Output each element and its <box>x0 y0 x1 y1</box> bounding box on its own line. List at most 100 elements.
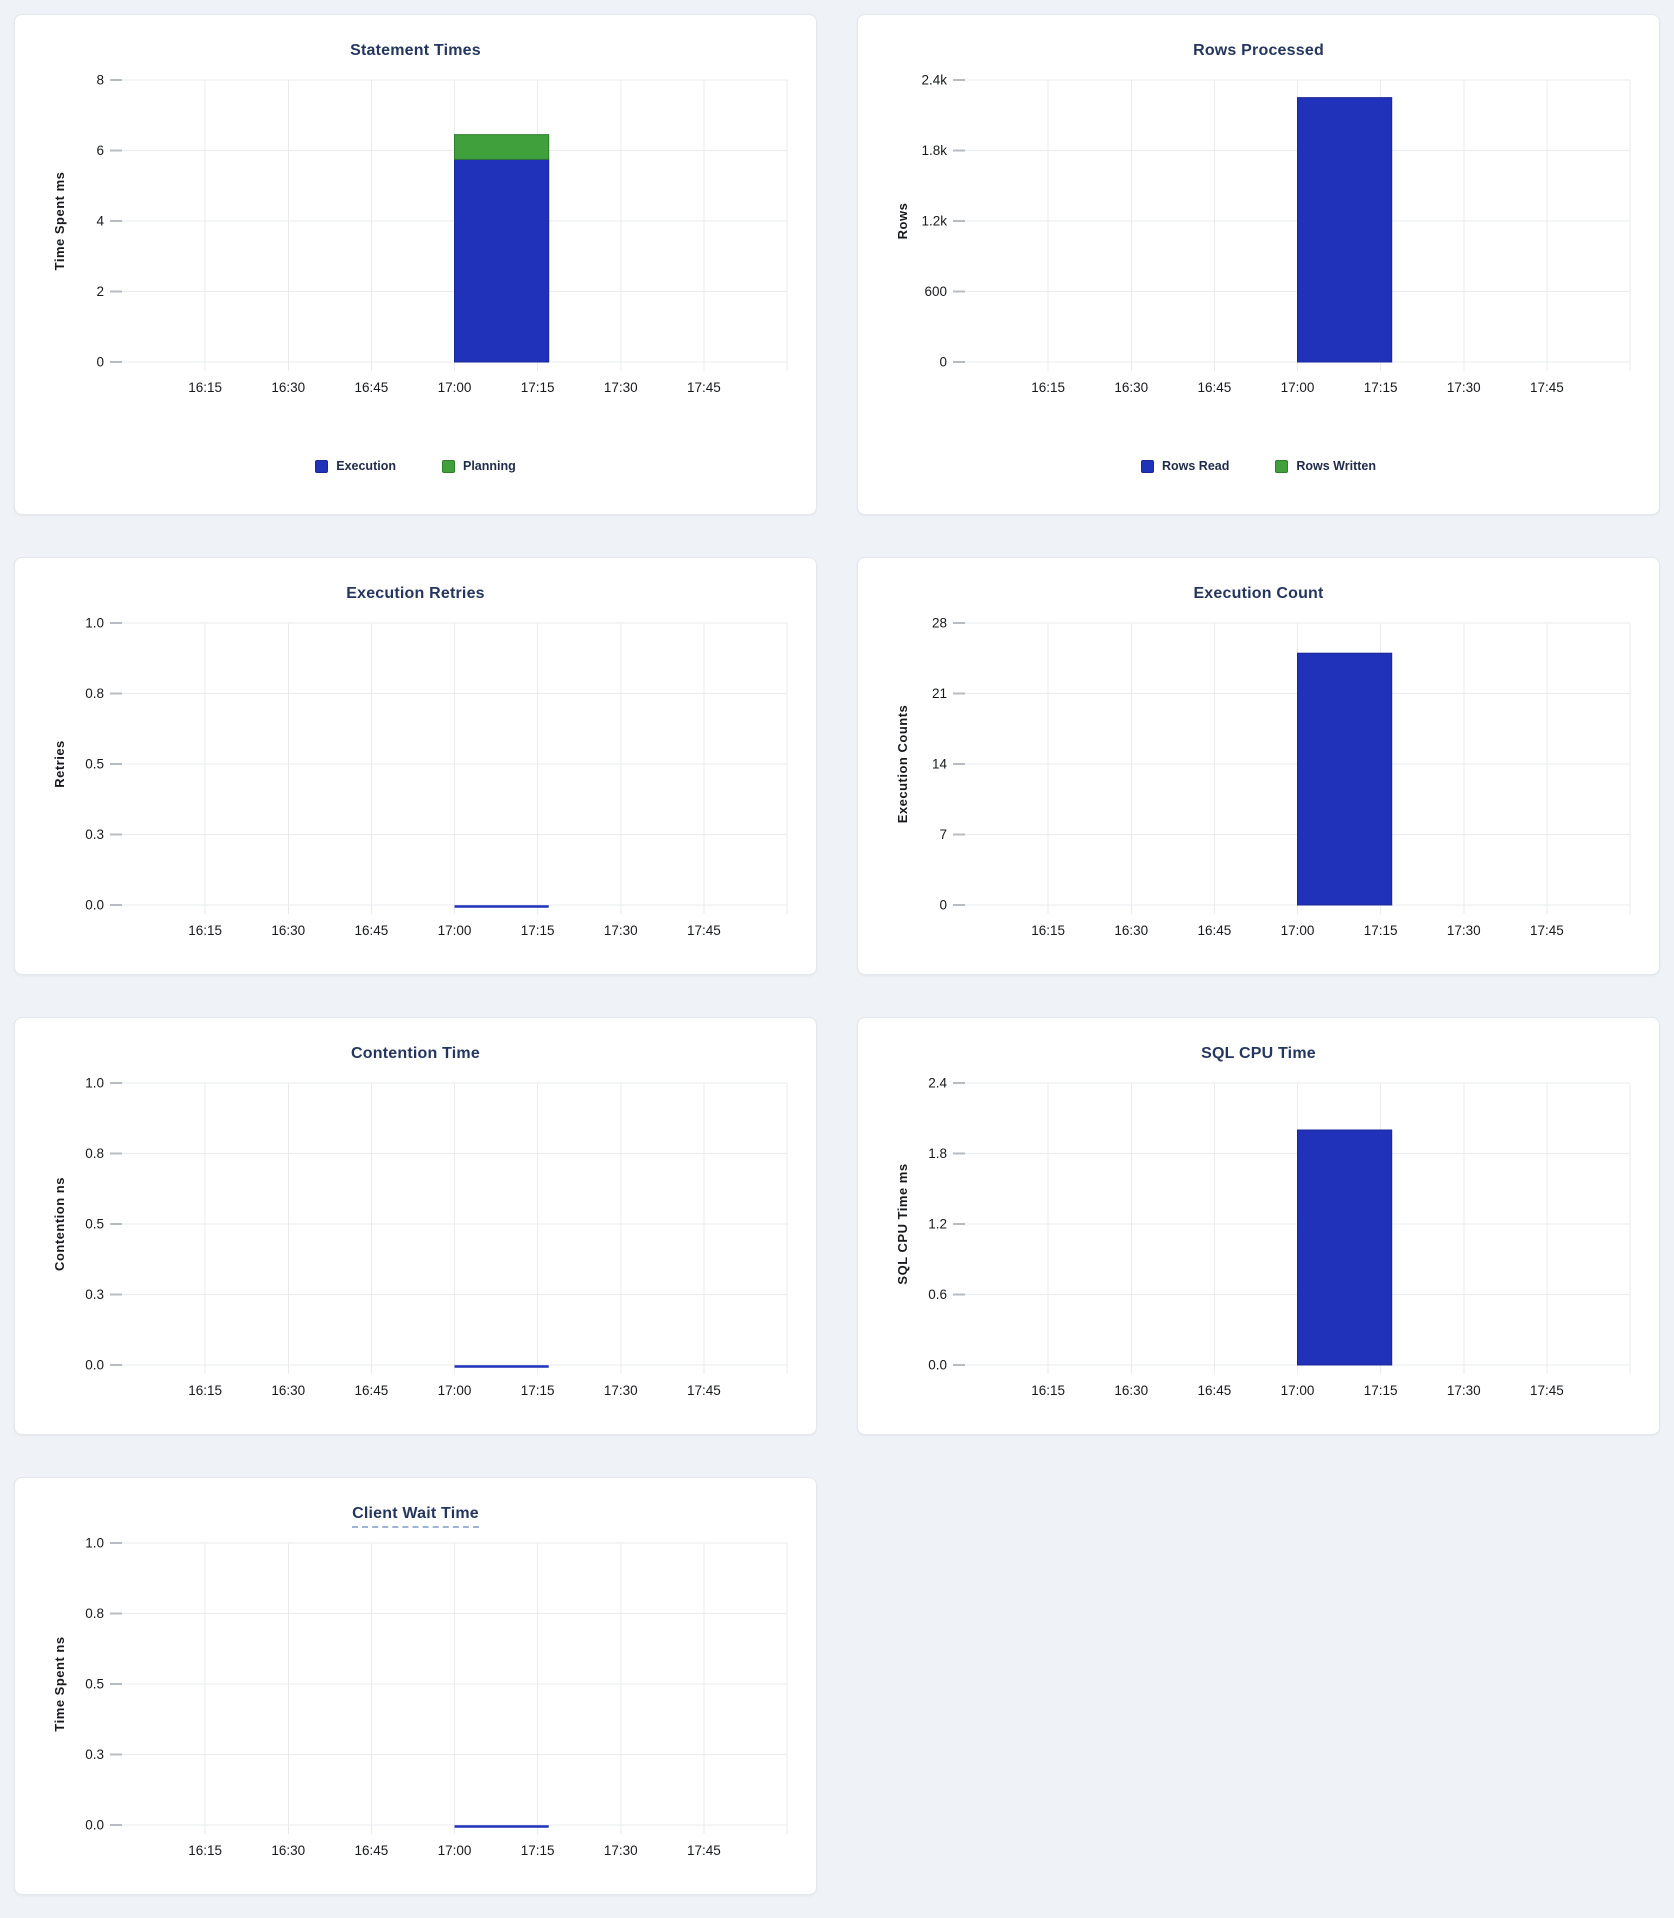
svg-text:17:15: 17:15 <box>1364 923 1398 938</box>
svg-text:17:30: 17:30 <box>604 1843 638 1858</box>
svg-text:17:30: 17:30 <box>1447 1383 1481 1398</box>
svg-text:16:30: 16:30 <box>271 923 305 938</box>
svg-text:16:15: 16:15 <box>188 1383 222 1398</box>
svg-text:Time Spent ms: Time Spent ms <box>52 172 67 271</box>
svg-text:17:45: 17:45 <box>687 923 721 938</box>
svg-text:17:15: 17:15 <box>521 1843 555 1858</box>
svg-text:0.8: 0.8 <box>85 686 104 701</box>
svg-text:600: 600 <box>924 284 947 299</box>
chart-card-rows-processed: Rows Processed 16:15 16:30 16:45 17:00 17:15… <box>857 14 1660 515</box>
contention-time-chart[interactable]: 16:15 16:30 16:45 17:00 17:15 17:30 17:45 0.0 0.… <box>30 1066 801 1406</box>
svg-text:0.0: 0.0 <box>928 1358 947 1373</box>
legend-item-execution[interactable]: Execution <box>315 459 396 473</box>
chart-card-sql-cpu-time: SQL CPU Time 16:15 16:30 16:45 17:00 17:15 17… <box>857 1017 1660 1435</box>
legend-item-rows-read[interactable]: Rows Read <box>1140 459 1229 473</box>
svg-text:16:45: 16:45 <box>354 1843 388 1858</box>
sql-cpu-time-chart[interactable]: 16:15 16:30 16:45 17:00 17:15 17:30 17:45 0.0 0.… <box>873 1066 1644 1406</box>
svg-text:2.4: 2.4 <box>928 1076 947 1091</box>
svg-text:1.2k: 1.2k <box>921 214 947 229</box>
svg-text:17:30: 17:30 <box>1447 923 1481 938</box>
svg-text:1.0: 1.0 <box>85 1076 104 1091</box>
svg-text:21: 21 <box>932 686 947 701</box>
svg-text:SQL CPU Time ms: SQL CPU Time ms <box>895 1163 910 1284</box>
svg-text:0.3: 0.3 <box>85 1747 104 1762</box>
svg-text:17:00: 17:00 <box>438 1843 472 1858</box>
svg-text:Retries: Retries <box>52 740 67 788</box>
legend-item-rows-written[interactable]: Rows Written <box>1275 459 1376 473</box>
svg-text:16:45: 16:45 <box>1197 923 1231 938</box>
chart-title-execution-count: Execution Count <box>1193 585 1324 602</box>
legend-label-rows-written: Rows Written <box>1296 459 1377 473</box>
svg-text:16:15: 16:15 <box>188 380 222 395</box>
svg-text:16:15: 16:15 <box>188 923 222 938</box>
legend-swatch-rows-read <box>1140 459 1154 473</box>
chart-card-client-wait-time: Client Wait Time 16:15 16:30 16:45 17:00 17:… <box>14 1477 817 1895</box>
svg-text:Time Spent ns: Time Spent ns <box>52 1636 67 1731</box>
svg-text:16:30: 16:30 <box>271 1383 305 1398</box>
svg-text:4: 4 <box>96 214 104 229</box>
svg-text:17:30: 17:30 <box>604 1383 638 1398</box>
legend-item-planning[interactable]: Planning <box>441 459 516 473</box>
svg-text:16:45: 16:45 <box>354 923 388 938</box>
svg-text:14: 14 <box>932 757 948 772</box>
svg-text:0.0: 0.0 <box>85 1358 104 1373</box>
svg-text:17:15: 17:15 <box>521 1383 555 1398</box>
svg-text:16:15: 16:15 <box>1031 380 1065 395</box>
chart-card-contention-time: Contention Time 16:15 16:30 16:45 17:00 17:1… <box>14 1017 817 1435</box>
svg-text:16:45: 16:45 <box>1197 380 1231 395</box>
chart-title-execution-retries: Execution Retries <box>346 585 485 602</box>
legend-swatch-execution <box>315 459 329 473</box>
legend-label-planning: Planning <box>462 459 516 473</box>
svg-text:0.0: 0.0 <box>85 1818 104 1833</box>
svg-text:17:30: 17:30 <box>604 380 638 395</box>
legend-label-execution: Execution <box>336 459 396 473</box>
svg-text:16:15: 16:15 <box>1031 1383 1065 1398</box>
chart-title-client-wait-time: Client Wait Time <box>15 1504 816 1528</box>
svg-text:1.8: 1.8 <box>928 1146 947 1161</box>
svg-text:16:30: 16:30 <box>1114 923 1148 938</box>
client-wait-time-tooltip-anchor[interactable]: Client Wait Time <box>352 1505 479 1528</box>
svg-text:17:45: 17:45 <box>1530 1383 1564 1398</box>
svg-text:16:45: 16:45 <box>1197 1383 1231 1398</box>
svg-text:17:15: 17:15 <box>521 380 555 395</box>
svg-text:1.2: 1.2 <box>928 1217 947 1232</box>
legend-swatch-rows-written <box>1275 459 1289 473</box>
svg-text:17:00: 17:00 <box>438 380 472 395</box>
svg-text:16:30: 16:30 <box>271 380 305 395</box>
chart-card-execution-count: Execution Count 16:15 16:30 16:45 17:00 17:1… <box>857 557 1660 975</box>
chart-title-contention-time: Contention Time <box>351 1045 480 1062</box>
svg-text:0.0: 0.0 <box>85 898 104 913</box>
svg-text:28: 28 <box>932 616 947 631</box>
svg-text:17:15: 17:15 <box>1364 380 1398 395</box>
svg-text:1.0: 1.0 <box>85 616 104 631</box>
legend-swatch-planning <box>441 459 455 473</box>
svg-text:1.8k: 1.8k <box>921 143 947 158</box>
svg-text:17:45: 17:45 <box>687 380 721 395</box>
svg-text:Rows: Rows <box>895 203 910 240</box>
statement-times-chart[interactable]: 16:15 16:30 16:45 17:00 17:15 17:30 17:45 0 2 4 6 8… <box>30 63 801 403</box>
client-wait-time-chart[interactable]: 16:15 16:30 16:45 17:00 17:15 17:30 17:45 0.0 0.… <box>30 1526 801 1866</box>
svg-text:16:30: 16:30 <box>271 1843 305 1858</box>
svg-text:2: 2 <box>96 284 104 299</box>
svg-text:17:15: 17:15 <box>1364 1383 1398 1398</box>
statement-times-legend: Execution Planning <box>15 459 816 473</box>
rows-processed-chart[interactable]: 16:15 16:30 16:45 17:00 17:15 17:30 17:45 0 600 1… <box>873 63 1644 403</box>
svg-text:16:15: 16:15 <box>1031 923 1065 938</box>
svg-text:Contention ns: Contention ns <box>52 1177 67 1271</box>
svg-text:16:15: 16:15 <box>188 1843 222 1858</box>
svg-text:17:00: 17:00 <box>438 923 472 938</box>
svg-text:0.3: 0.3 <box>85 827 104 842</box>
execution-count-chart[interactable]: 16:15 16:30 16:45 17:00 17:15 17:30 17:45 0 7 14 2… <box>873 606 1644 946</box>
svg-text:17:30: 17:30 <box>1447 380 1481 395</box>
svg-text:0.5: 0.5 <box>85 1677 104 1692</box>
svg-text:0.3: 0.3 <box>85 1287 104 1302</box>
svg-text:0: 0 <box>939 898 947 913</box>
svg-text:8: 8 <box>96 73 104 88</box>
execution-retries-chart[interactable]: 16:15 16:30 16:45 17:00 17:15 17:30 17:45 0.0 0.… <box>30 606 801 946</box>
svg-text:2.4k: 2.4k <box>921 73 947 88</box>
svg-text:16:45: 16:45 <box>354 380 388 395</box>
svg-text:1.0: 1.0 <box>85 1536 104 1551</box>
svg-text:17:45: 17:45 <box>1530 923 1564 938</box>
svg-text:16:45: 16:45 <box>354 1383 388 1398</box>
